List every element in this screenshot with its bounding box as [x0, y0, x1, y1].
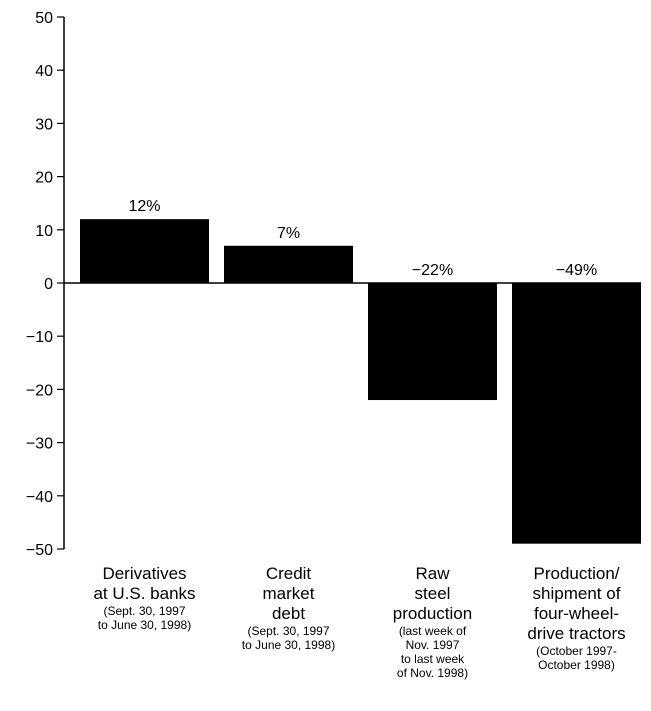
category-note-line: (Sept. 30, 1997: [247, 624, 329, 638]
y-tick-label: 0: [44, 276, 53, 293]
bars: [80, 219, 641, 544]
category-label-line: Credit: [266, 564, 312, 583]
data-label: −22%: [412, 262, 453, 279]
y-tick-label: 30: [35, 116, 53, 133]
y-axis-ticks: 50 40 30 20 10 0 −10 −20 −30 −40 −50: [26, 10, 64, 559]
y-tick-label: 20: [35, 170, 53, 187]
y-tick-label: −30: [26, 436, 53, 453]
category-label-line: market: [263, 584, 315, 603]
data-label: 7%: [277, 225, 300, 242]
category-label-line: shipment of: [533, 584, 621, 603]
category-note-line: Nov. 1997: [406, 638, 460, 652]
y-tick-label: −20: [26, 382, 53, 399]
data-label: −49%: [556, 262, 597, 279]
category-note-line: October 1998): [538, 658, 615, 672]
y-tick-label: 10: [35, 223, 53, 240]
y-tick-label: 40: [35, 63, 53, 80]
category-note-line: to June 30, 1998): [98, 618, 191, 632]
y-tick-label: −50: [26, 542, 53, 559]
category-label-line: steel: [415, 584, 451, 603]
category-note-line: of Nov. 1998): [397, 666, 468, 680]
bar: [512, 283, 641, 544]
y-tick-label: −40: [26, 489, 53, 506]
category-note-line: to last week: [401, 652, 465, 666]
y-tick-label: 50: [35, 10, 53, 27]
category-label-line: four-wheel-: [534, 604, 619, 623]
category-label-line: at U.S. banks: [93, 584, 195, 603]
category-note-line: (last week of: [399, 624, 467, 638]
category-label-line: debt: [272, 604, 305, 623]
data-label: 12%: [128, 198, 160, 215]
category-note-line: (Sept. 30, 1997: [103, 604, 185, 618]
category-label-line: production: [393, 604, 472, 623]
y-tick-label: −10: [26, 329, 53, 346]
data-labels: 12% 7% −22% −49%: [128, 198, 597, 279]
bar: [368, 283, 497, 401]
category-label-line: Raw: [415, 564, 450, 583]
category-note-line: (October 1997-: [536, 644, 617, 658]
bar: [224, 245, 353, 283]
category-label-line: drive tractors: [527, 624, 625, 643]
category-label-line: Derivatives: [102, 564, 186, 583]
category-note-line: to June 30, 1998): [242, 638, 335, 652]
bar: [80, 219, 209, 283]
category-label-line: Production/: [534, 564, 620, 583]
